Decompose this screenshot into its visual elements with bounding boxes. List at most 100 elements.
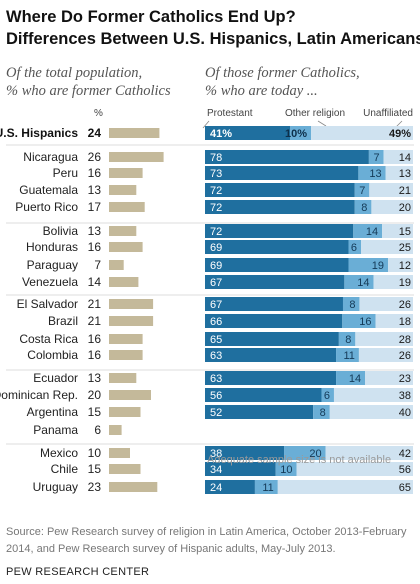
unaffiliated-label-colombia: 26 [399,350,411,362]
protestant-segment-guatemala [205,183,355,197]
other-religion-segment-chile [275,462,297,476]
other-religion-segment-uruguay [254,480,278,494]
header-protestant: Protestant [207,108,253,119]
header-unaffiliated: Unaffiliated [363,108,413,119]
former-catholic-value-argentina: 15 [88,405,102,419]
header-pointer-protestant [202,120,210,129]
former-catholic-bar-uruguay [109,482,158,492]
other-religion-segment-paraguay [348,258,389,272]
former-catholic-value-panama: 6 [94,423,101,437]
row-label-honduras: Honduras [26,240,78,254]
row-label-brazil: Brazil [48,314,78,328]
unaffiliated-segment-venezuela [373,275,413,289]
former-catholic-bar-costa-rica [109,334,143,344]
protestant-label-mexico: 38 [210,448,222,460]
left-subtitle-line1: Of the total population, [6,65,142,81]
other-religion-segment-honduras [348,240,361,254]
other-religion-segment-u-s-hispanics [290,126,312,140]
unaffiliated-label-venezuela: 19 [399,277,411,289]
other-religion-segment-venezuela [344,275,374,289]
protestant-label-peru: 73 [210,168,222,180]
other-religion-segment-mexico [284,446,326,460]
other-religion-label-venezuela: 14 [357,277,369,289]
row-label-chile: Chile [51,462,79,476]
chart-title-line1: Where Do Former Catholics End Up? [6,8,296,26]
other-religion-segment-el-salvador [342,297,360,311]
former-catholic-bar-dominican-rep [109,390,151,400]
other-religion-label-peru: 13 [369,168,381,180]
other-religion-label-ecuador: 14 [349,373,361,385]
protestant-segment-ecuador [205,371,337,385]
other-religion-label-colombia: 11 [343,350,354,362]
protestant-segment-bolivia [205,224,354,238]
other-religion-label-dominican-rep: 6 [324,390,330,402]
protestant-segment-argentina [205,405,314,419]
other-religion-segment-brazil [342,314,376,328]
unaffiliated-segment-honduras [361,240,413,254]
row-label-bolivia: Bolivia [43,224,79,238]
other-religion-label-puerto-rico: 8 [361,202,367,214]
former-catholic-value-chile: 15 [88,462,102,476]
unaffiliated-segment-uruguay [277,480,413,494]
other-religion-label-uruguay: 11 [262,482,273,494]
unaffiliated-segment-nicaragua [383,150,413,164]
former-catholic-value-bolivia: 13 [88,224,102,238]
row-label-dominican-rep: Dominican Rep. [0,388,78,402]
former-catholic-bar-brazil [109,316,154,326]
protestant-segment-u-s-hispanics [205,126,291,140]
other-religion-segment-dominican-rep [321,388,334,402]
protestant-segment-honduras [205,240,349,254]
former-catholic-value-honduras: 16 [88,240,102,254]
unaffiliated-label-bolivia: 15 [399,226,411,238]
other-religion-segment-bolivia [353,224,383,238]
former-catholic-bar-el-salvador [109,299,154,309]
former-catholic-value-guatemala: 13 [88,183,102,197]
other-religion-label-chile: 10 [280,464,292,476]
former-catholic-bar-chile [109,464,141,474]
other-religion-segment-guatemala [354,183,370,197]
unaffiliated-label-chile: 56 [399,464,411,476]
protestant-segment-chile [205,462,276,476]
other-religion-label-guatemala: 7 [359,185,365,197]
row-label-paraguay: Paraguay [27,258,78,272]
protestant-label-u-s-hispanics: 41% [210,128,232,140]
former-catholic-bar-argentina [109,407,141,417]
former-catholic-value-colombia: 16 [88,348,102,362]
protestant-segment-costa-rica [205,332,339,346]
other-religion-label-honduras: 6 [351,242,357,254]
protestant-segment-dominican-rep [205,388,322,402]
unaffiliated-label-argentina: 40 [399,407,411,419]
former-catholic-value-el-salvador: 21 [88,297,102,311]
unaffiliated-segment-brazil [375,314,413,328]
protestant-segment-peru [205,166,359,180]
unaffiliated-label-puerto-rico: 20 [399,202,411,214]
former-catholic-value-costa-rica: 16 [88,332,102,346]
protestant-segment-mexico [205,446,285,460]
other-religion-segment-ecuador [336,371,366,385]
protestant-label-argentina: 52 [210,407,222,419]
row-label-el-salvador: El Salvador [17,297,78,311]
unaffiliated-label-costa-rica: 28 [399,334,411,346]
former-catholic-bar-nicaragua [109,152,164,162]
unaffiliated-segment-colombia [358,348,413,362]
other-religion-segment-puerto-rico [354,200,372,214]
protestant-label-chile: 34 [210,464,222,476]
former-catholic-bar-honduras [109,242,143,252]
former-catholic-bar-guatemala [109,185,137,195]
row-label-nicaragua: Nicaragua [23,150,78,164]
former-catholic-bar-peru [109,168,143,178]
unaffiliated-segment-dominican-rep [333,388,413,402]
unaffiliated-segment-chile [296,462,413,476]
unaffiliated-segment-costa-rica [355,332,413,346]
protestant-label-ecuador: 63 [210,373,222,385]
unaffiliated-label-uruguay: 65 [399,482,411,494]
former-catholic-bar-bolivia [109,226,137,236]
unaffiliated-label-guatemala: 21 [399,185,411,197]
brand-label: PEW RESEARCH CENTER [6,566,149,578]
unaffiliated-segment-u-s-hispanics [311,126,413,140]
unaffiliated-label-honduras: 25 [399,242,411,254]
other-religion-segment-nicaragua [368,150,384,164]
other-religion-label-bolivia: 14 [366,226,378,238]
other-religion-label-nicaragua: 7 [373,152,379,164]
